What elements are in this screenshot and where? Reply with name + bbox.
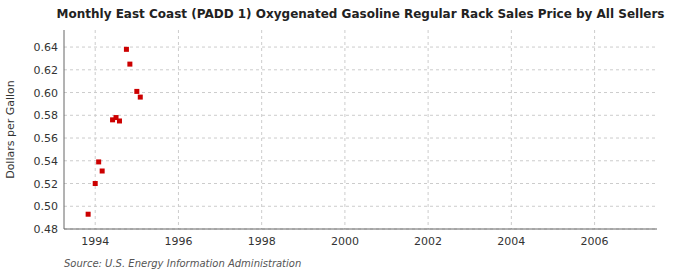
x-grid-line: [511, 30, 512, 229]
x-grid-line: [261, 30, 262, 229]
x-tick-label: 2006: [581, 235, 609, 248]
y-grid-line: [64, 138, 657, 139]
y-tick-label: 0.62: [34, 64, 59, 77]
y-tick-label: 0.56: [34, 132, 59, 145]
x-grid-line: [344, 30, 345, 229]
axes: 0.48 0.50 0.52 0.54 0.56 0.58 0.60 0.62 0.64 1994…: [34, 30, 658, 248]
y-tick-label: 0.60: [34, 87, 59, 100]
title: Monthly East Coast (PADD 1) Oxygenated G…: [57, 7, 665, 21]
grid: [64, 30, 657, 229]
y-grid-line: [64, 160, 657, 161]
y-tick-label: 0.48: [34, 223, 59, 236]
y-axis-label: Dollars per Gallon: [4, 80, 17, 179]
y-tick-label: 0.54: [34, 155, 59, 168]
points: [86, 47, 143, 217]
point: [93, 181, 98, 186]
point: [96, 159, 101, 164]
point: [134, 89, 139, 94]
x-tick-label: 1994: [81, 235, 109, 248]
x-grid-line: [178, 30, 179, 229]
y-grid-line: [64, 229, 657, 230]
x-tick-label: 1996: [164, 235, 192, 248]
x-tick-label: 2004: [497, 235, 525, 248]
y-grid-line: [64, 115, 657, 116]
point: [124, 47, 129, 52]
point: [117, 118, 122, 123]
x-tick-label: 2002: [414, 235, 442, 248]
point: [127, 62, 132, 67]
x-axis-line: [64, 229, 657, 230]
x-tick-label: 1998: [248, 235, 276, 248]
point: [100, 169, 105, 174]
y-grid-line: [64, 92, 657, 93]
y-tick-label: 0.52: [34, 178, 59, 191]
y-grid-line: [64, 69, 657, 70]
y-tick-label: 0.64: [34, 41, 59, 54]
x-tick-label: 2000: [331, 235, 359, 248]
x-grid-line: [594, 30, 595, 229]
y-tick-label: 0.58: [34, 109, 59, 122]
point: [138, 95, 143, 100]
y-grid-line: [64, 206, 657, 207]
x-grid-line: [428, 30, 429, 229]
y-tick-label: 0.50: [34, 200, 59, 213]
y-axis-line: [64, 30, 65, 229]
chart: Monthly East Coast (PADD 1) Oxygenated G…: [0, 0, 675, 275]
source-note: Source: U.S. Energy Information Administ…: [64, 258, 301, 269]
y-grid-line: [64, 47, 657, 48]
x-grid-line: [95, 30, 96, 229]
point: [86, 212, 91, 217]
y-grid-line: [64, 183, 657, 184]
